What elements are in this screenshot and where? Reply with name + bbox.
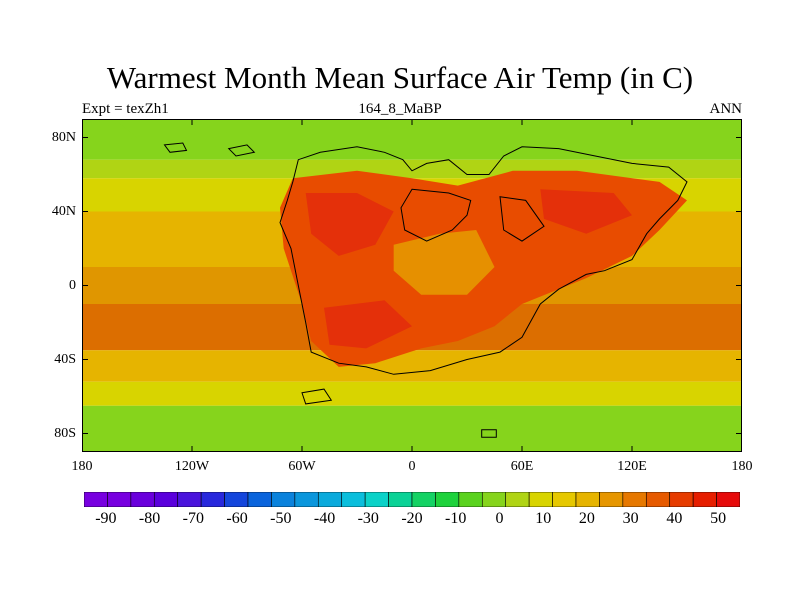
lat-tick-label: 40N [51, 203, 76, 219]
colorbar-swatch [645, 492, 671, 507]
lon-tick-label: 180 [71, 459, 93, 474]
colorbar-label: -80 [138, 510, 161, 527]
lat-tick-label: 40S [54, 351, 76, 367]
temperature-band-7 [82, 381, 742, 406]
colorbar-swatch [599, 492, 624, 507]
colorbar-swatch [177, 492, 202, 507]
colorbar-swatch [481, 492, 507, 507]
colorbar-swatch [224, 492, 249, 507]
subtitle: 164_8_MaBP [358, 101, 442, 117]
colorbar-label: 40 [666, 510, 683, 527]
colorbar-swatch [622, 492, 647, 507]
temperature-band-0 [82, 119, 742, 160]
colorbar-swatch [505, 492, 530, 507]
colorbar-swatch [364, 492, 389, 507]
colorbar-swatch [271, 492, 296, 507]
temperature-band-1 [82, 159, 742, 179]
colorbar-swatch [388, 492, 413, 507]
colorbar-swatch [669, 492, 694, 507]
colorbar-swatch [458, 492, 483, 507]
colorbar-swatch [247, 492, 272, 507]
colorbar-swatch [411, 492, 436, 507]
lat-tick-label: 80N [51, 129, 76, 145]
hot-spot-east [540, 189, 632, 234]
colorbar-swatch [107, 492, 132, 507]
arctic-cool-2 [91, 122, 137, 145]
lon-tick-label: 60E [510, 459, 534, 474]
colorbar-swatch [575, 492, 600, 507]
cooler-basin [393, 230, 495, 295]
coastline-inner-sea [400, 188, 472, 242]
lon-tick-label: 180 [731, 459, 753, 474]
colorbar-swatch [200, 492, 225, 507]
colorbar-swatch [130, 492, 155, 507]
colorbar-label: 50 [710, 510, 727, 527]
lat-tick-label: 0 [69, 277, 76, 293]
colorbar-label: -90 [95, 510, 117, 527]
colorbar-swatch [692, 492, 717, 507]
colorbar-label: 20 [578, 510, 595, 527]
colorbar-swatch [294, 492, 319, 507]
colorbar-swatch [341, 492, 366, 507]
colorbar-label: -50 [270, 510, 292, 527]
colorbar-label: -30 [357, 510, 379, 527]
temperature-map [82, 119, 742, 452]
coastline-island-c [163, 142, 188, 153]
colorbar-label: -60 [226, 510, 248, 527]
colorbar-label: 0 [495, 510, 504, 527]
hot-spot-south [324, 300, 412, 349]
colorbar-swatch [716, 492, 740, 507]
colorbar-label: 30 [622, 510, 639, 527]
colorbar [84, 492, 740, 507]
colorbar-swatch [317, 492, 343, 507]
colorbar-swatch [153, 492, 179, 507]
lon-tick-label: 60W [288, 459, 316, 474]
coastline-island-a [301, 388, 333, 405]
colorbar-label: -70 [182, 510, 204, 527]
experiment-label: Expt = texZh1 [82, 101, 169, 117]
colorbar-label: 10 [535, 510, 552, 527]
colorbar-swatch [84, 492, 108, 507]
antarctic-cool [82, 411, 742, 452]
lon-tick-label: 120E [617, 459, 647, 474]
temperature-band-6 [82, 350, 742, 382]
colorbar-label: -40 [313, 510, 336, 527]
lat-tick-label: 80S [54, 425, 76, 441]
coastline-island-b [227, 144, 256, 157]
coastline-main-continent [279, 146, 688, 375]
hot-spot-west [305, 193, 394, 256]
colorbar-swatch [435, 492, 460, 507]
plot-title: Warmest Month Mean Surface Air Temp (in … [106, 60, 694, 95]
coastline-island-d [481, 429, 497, 438]
lon-tick-label: 120W [174, 459, 210, 474]
colorbar-swatch [552, 492, 577, 507]
colorbar-label: -20 [401, 510, 423, 527]
colorbar-swatch [528, 492, 553, 507]
season-label: ANN [709, 101, 743, 117]
colorbar-label: -10 [445, 510, 467, 527]
lon-tick-label: 0 [408, 459, 416, 474]
coastline-gulf [499, 196, 545, 242]
